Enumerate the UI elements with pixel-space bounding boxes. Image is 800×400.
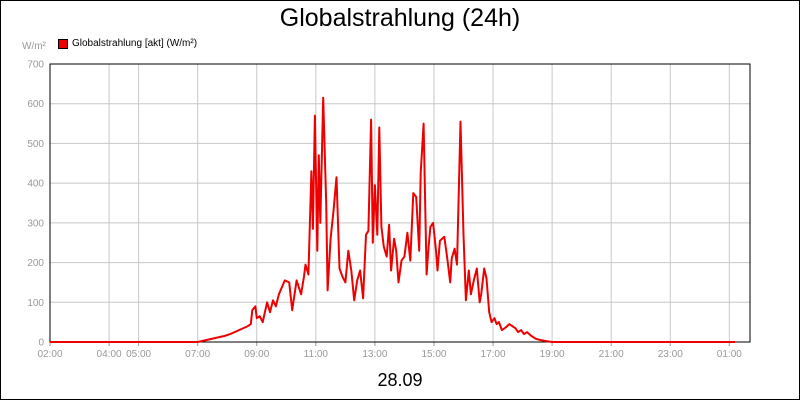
x-tick-label: 15:00 bbox=[421, 349, 446, 360]
x-tick-label: 23:00 bbox=[658, 349, 683, 360]
y-unit-label: W/m² bbox=[22, 41, 46, 52]
y-tick-label: 400 bbox=[27, 179, 44, 190]
y-tick-label: 100 bbox=[27, 298, 44, 309]
plot-border bbox=[49, 63, 751, 343]
y-tick-label: 700 bbox=[27, 60, 44, 71]
x-tick-label: 04:00 bbox=[97, 349, 122, 360]
y-tick-label: 300 bbox=[27, 218, 44, 229]
y-tick-label: 600 bbox=[27, 99, 44, 110]
x-tick-label: 11:00 bbox=[304, 349, 329, 360]
x-tick-label: 13:00 bbox=[362, 349, 387, 360]
y-tick-label: 200 bbox=[27, 258, 44, 269]
x-tick-label: 05:00 bbox=[126, 349, 151, 360]
legend: Globalstrahlung [akt] (W/m²) bbox=[58, 38, 197, 49]
series-line bbox=[50, 96, 736, 343]
legend-label: Globalstrahlung [akt] (W/m²) bbox=[72, 38, 198, 49]
legend-swatch bbox=[58, 38, 68, 49]
y-tick-label: 500 bbox=[27, 139, 44, 150]
x-tick-label: 21:00 bbox=[599, 349, 624, 360]
x-tick-label: 17:00 bbox=[481, 349, 506, 360]
x-tick-label: 19:00 bbox=[540, 349, 565, 360]
y-tick-label: 0 bbox=[38, 338, 44, 349]
x-tick-label: 02:00 bbox=[37, 349, 62, 360]
chart-title: Globalstrahlung (24h) bbox=[279, 4, 521, 32]
x-tick-label: 01:00 bbox=[717, 349, 742, 360]
x-tick-label: 09:00 bbox=[244, 349, 269, 360]
date-label: 28.09 bbox=[377, 370, 423, 390]
x-tick-label: 07:00 bbox=[185, 349, 210, 360]
